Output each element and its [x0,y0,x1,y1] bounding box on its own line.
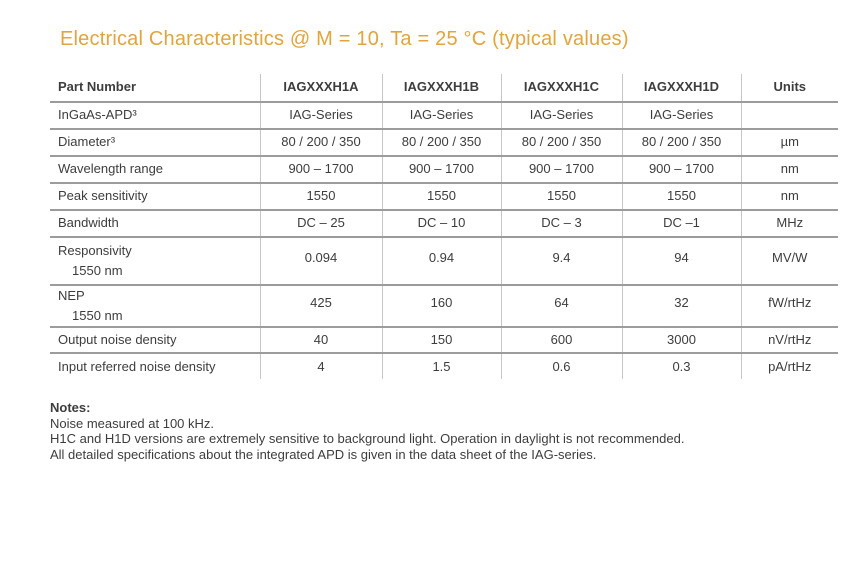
row-label: Wavelength range [50,156,260,184]
cell-value: 160 [381,285,501,329]
row-label-line2: 1550 nm [72,263,123,278]
row-label: InGaAs-APD³ [50,102,260,130]
cell-value: 80 / 200 / 350 [500,129,622,157]
table-row-output-noise-density: Output noise density 40 150 600 3000 nV/… [50,327,838,355]
cell-value: 900 – 1700 [381,156,501,184]
row-label-line2: 1550 nm [72,308,123,324]
cell-value: IAG-Series [259,102,382,130]
page-title: Electrical Characteristics @ M = 10, Ta … [60,28,629,50]
cell-value: 0.6 [500,353,622,380]
row-label-line1: NEP [58,288,85,303]
cell-unit: nm [740,183,838,211]
table-row-wavelength-range: Wavelength range 900 – 1700 900 – 1700 9… [50,156,838,184]
cell-value: 40 [259,327,382,355]
cell-value: 900 – 1700 [500,156,622,184]
header-row: Part Number IAGXXXH1A IAGXXXH1B IAGXXXH1… [50,74,838,103]
table-row-input-referred-noise-density: Input referred noise density 4 1.5 0.6 0… [50,353,838,380]
cell-value: 80 / 200 / 350 [621,129,741,157]
cell-value: IAG-Series [500,102,622,130]
column-header-iagxxxh1a: IAGXXXH1A [259,74,382,103]
cell-value: 32 [621,285,741,329]
row-label-line1: Responsivity [58,242,132,258]
cell-unit: nV/rtHz [740,327,838,355]
table-row-diameter: Diameter³ 80 / 200 / 350 80 / 200 / 350 … [50,129,838,157]
cell-value: 1550 [259,183,382,211]
row-label: Input referred noise density [58,358,216,374]
table-row-responsivity: Responsivity 1550 nm 0.094 0.94 9.4 94 M… [50,237,838,286]
cell-unit: fW/rtHz [740,285,838,329]
electrical-characteristics-table: Part Number IAGXXXH1A IAGXXXH1B IAGXXXH1… [50,74,838,380]
table-row-ingaas-apd: InGaAs-APD³ IAG-Series IAG-Series IAG-Se… [50,102,838,130]
cell-unit: pA/rtHz [740,353,838,380]
note-line: Noise measured at 100 kHz. [50,415,215,431]
table-row-bandwidth: Bandwidth DC – 25 DC – 10 DC – 3 DC –1 M… [50,210,838,238]
cell-value: 64 [500,285,622,329]
cell-value: 1550 [621,183,741,211]
cell-value: 900 – 1700 [259,156,382,184]
cell-value: 900 – 1700 [621,156,741,184]
cell-unit: MV/W [740,237,838,286]
row-label: Responsivity 1550 nm [50,237,260,286]
cell-value: IAG-Series [381,102,501,130]
cell-value: 150 [381,327,501,355]
column-header-part-number: Part Number [50,74,260,103]
row-label: Output noise density [50,327,260,355]
cell-value: 80 / 200 / 350 [259,129,382,157]
notes-heading: Notes: [50,400,91,416]
cell-value: 80 / 200 / 350 [381,129,501,157]
column-header-units: Units [740,74,838,103]
cell-unit: µm [740,129,838,157]
cell-value: 4 [259,353,382,380]
column-header-iagxxxh1d: IAGXXXH1D [621,74,741,103]
cell-value: 0.94 [381,237,501,286]
row-label: NEP 1550 nm [50,285,260,329]
cell-value: IAG-Series [621,102,741,130]
note-line: H1C and H1D versions are extremely sensi… [50,431,685,447]
column-header-iagxxxh1c: IAGXXXH1C [500,74,622,103]
cell-value: 3000 [621,327,741,355]
cell-unit: MHz [740,210,838,238]
cell-value: 425 [259,285,382,329]
cell-value: 1550 [500,183,622,211]
datasheet-page: Electrical Characteristics @ M = 10, Ta … [0,28,858,577]
column-header-iagxxxh1b: IAGXXXH1B [381,74,501,103]
cell-value: 1.5 [381,353,501,380]
cell-value: DC – 25 [259,210,382,238]
notes-section: Notes: Noise measured at 100 kHz. H1C an… [50,400,858,462]
cell-value: 0.3 [621,353,741,380]
cell-value: 94 [621,237,741,286]
row-label: Bandwidth [50,210,260,238]
table-row-nep: NEP 1550 nm 425 160 64 32 fW/rtHz [50,285,838,329]
cell-value: DC – 10 [381,210,501,238]
cell-value: 1550 [381,183,501,211]
cell-value: DC – 3 [500,210,622,238]
note-line: All detailed specifications about the in… [50,446,597,462]
cell-unit: nm [740,156,838,184]
cell-value: 600 [500,327,622,355]
row-label: Peak sensitivity [50,183,260,211]
cell-unit [740,102,838,130]
row-label: Diameter³ [50,129,260,157]
table-row-peak-sensitivity: Peak sensitivity 1550 1550 1550 1550 nm [50,183,838,211]
cell-value: 9.4 [500,237,622,286]
cell-value: 0.094 [259,237,382,286]
cell-value: DC –1 [621,210,741,238]
